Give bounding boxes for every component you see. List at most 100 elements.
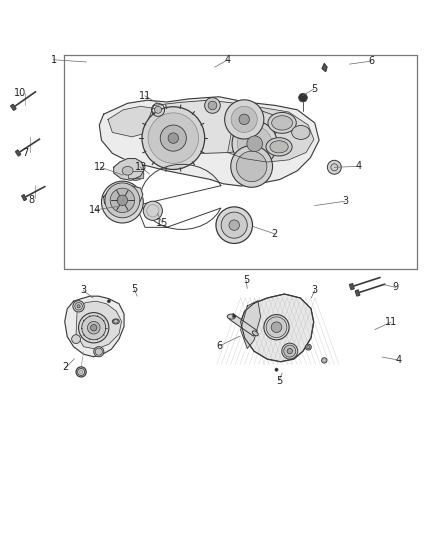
Circle shape — [208, 101, 217, 110]
Polygon shape — [22, 195, 26, 200]
Text: 5: 5 — [243, 276, 249, 286]
Circle shape — [247, 136, 262, 151]
Polygon shape — [76, 301, 121, 349]
Text: 5: 5 — [311, 84, 317, 94]
Circle shape — [216, 207, 253, 244]
Circle shape — [143, 201, 162, 220]
Text: 15: 15 — [156, 218, 169, 228]
Polygon shape — [65, 296, 124, 357]
Text: 14: 14 — [89, 205, 101, 215]
Circle shape — [168, 133, 179, 143]
Circle shape — [205, 98, 220, 114]
Text: 10: 10 — [14, 88, 26, 98]
Circle shape — [102, 181, 143, 223]
Polygon shape — [99, 97, 319, 186]
Circle shape — [225, 100, 264, 139]
Circle shape — [221, 212, 247, 238]
Ellipse shape — [292, 125, 310, 140]
Circle shape — [95, 348, 102, 356]
Circle shape — [94, 346, 104, 357]
Polygon shape — [355, 290, 360, 296]
Ellipse shape — [252, 331, 258, 336]
Circle shape — [155, 107, 162, 114]
Circle shape — [77, 305, 80, 308]
Polygon shape — [145, 100, 279, 154]
Circle shape — [229, 220, 240, 230]
Circle shape — [107, 300, 110, 303]
Circle shape — [72, 335, 81, 343]
Ellipse shape — [122, 166, 133, 175]
Text: 4: 4 — [225, 55, 231, 65]
Text: 3: 3 — [80, 286, 86, 295]
Ellipse shape — [266, 138, 292, 156]
Circle shape — [284, 345, 296, 357]
Text: 7: 7 — [22, 148, 28, 158]
Polygon shape — [322, 63, 327, 71]
Circle shape — [105, 183, 140, 218]
Circle shape — [76, 367, 86, 377]
Circle shape — [88, 321, 100, 334]
Circle shape — [282, 343, 298, 359]
Circle shape — [110, 188, 134, 213]
Polygon shape — [230, 314, 257, 336]
Text: 13: 13 — [134, 162, 147, 172]
Text: 2: 2 — [272, 229, 278, 239]
Polygon shape — [108, 107, 162, 137]
Circle shape — [233, 315, 235, 318]
Circle shape — [232, 121, 277, 166]
Circle shape — [287, 349, 293, 354]
Circle shape — [75, 303, 82, 310]
Circle shape — [299, 93, 307, 102]
Circle shape — [305, 344, 311, 350]
Circle shape — [82, 316, 106, 340]
Ellipse shape — [270, 141, 288, 153]
Ellipse shape — [272, 116, 293, 130]
Circle shape — [307, 345, 310, 349]
Circle shape — [266, 317, 287, 337]
Text: 1: 1 — [50, 55, 57, 65]
Circle shape — [275, 368, 278, 372]
Text: 4: 4 — [395, 355, 401, 365]
Polygon shape — [114, 158, 144, 180]
Circle shape — [327, 160, 341, 174]
Text: 6: 6 — [217, 341, 223, 351]
Text: 5: 5 — [276, 376, 282, 385]
Polygon shape — [240, 301, 261, 349]
Text: 8: 8 — [28, 196, 34, 205]
Circle shape — [142, 107, 205, 169]
Circle shape — [231, 107, 257, 133]
Polygon shape — [15, 150, 21, 156]
Circle shape — [231, 146, 272, 187]
Circle shape — [237, 126, 272, 161]
Circle shape — [239, 114, 250, 125]
Text: 12: 12 — [95, 162, 107, 172]
Ellipse shape — [130, 171, 141, 178]
Polygon shape — [228, 106, 314, 162]
Circle shape — [78, 368, 85, 375]
Polygon shape — [127, 171, 143, 177]
Circle shape — [160, 125, 186, 151]
Polygon shape — [11, 104, 16, 110]
Circle shape — [271, 322, 282, 333]
Circle shape — [148, 113, 198, 163]
Circle shape — [78, 312, 109, 343]
Text: 6: 6 — [368, 56, 374, 66]
Text: 11: 11 — [385, 317, 397, 327]
Ellipse shape — [113, 319, 119, 324]
Ellipse shape — [113, 320, 118, 323]
Text: 2: 2 — [63, 362, 69, 373]
Circle shape — [321, 358, 327, 363]
Circle shape — [73, 301, 84, 312]
Polygon shape — [350, 284, 354, 289]
Ellipse shape — [268, 112, 296, 133]
Text: 11: 11 — [139, 91, 151, 101]
Ellipse shape — [127, 168, 144, 180]
Circle shape — [264, 314, 289, 340]
Text: 9: 9 — [392, 282, 399, 293]
Text: 3: 3 — [342, 196, 348, 206]
Text: 4: 4 — [355, 161, 361, 172]
Text: 3: 3 — [312, 286, 318, 295]
Circle shape — [117, 195, 127, 206]
Polygon shape — [104, 184, 143, 211]
Ellipse shape — [227, 314, 236, 319]
